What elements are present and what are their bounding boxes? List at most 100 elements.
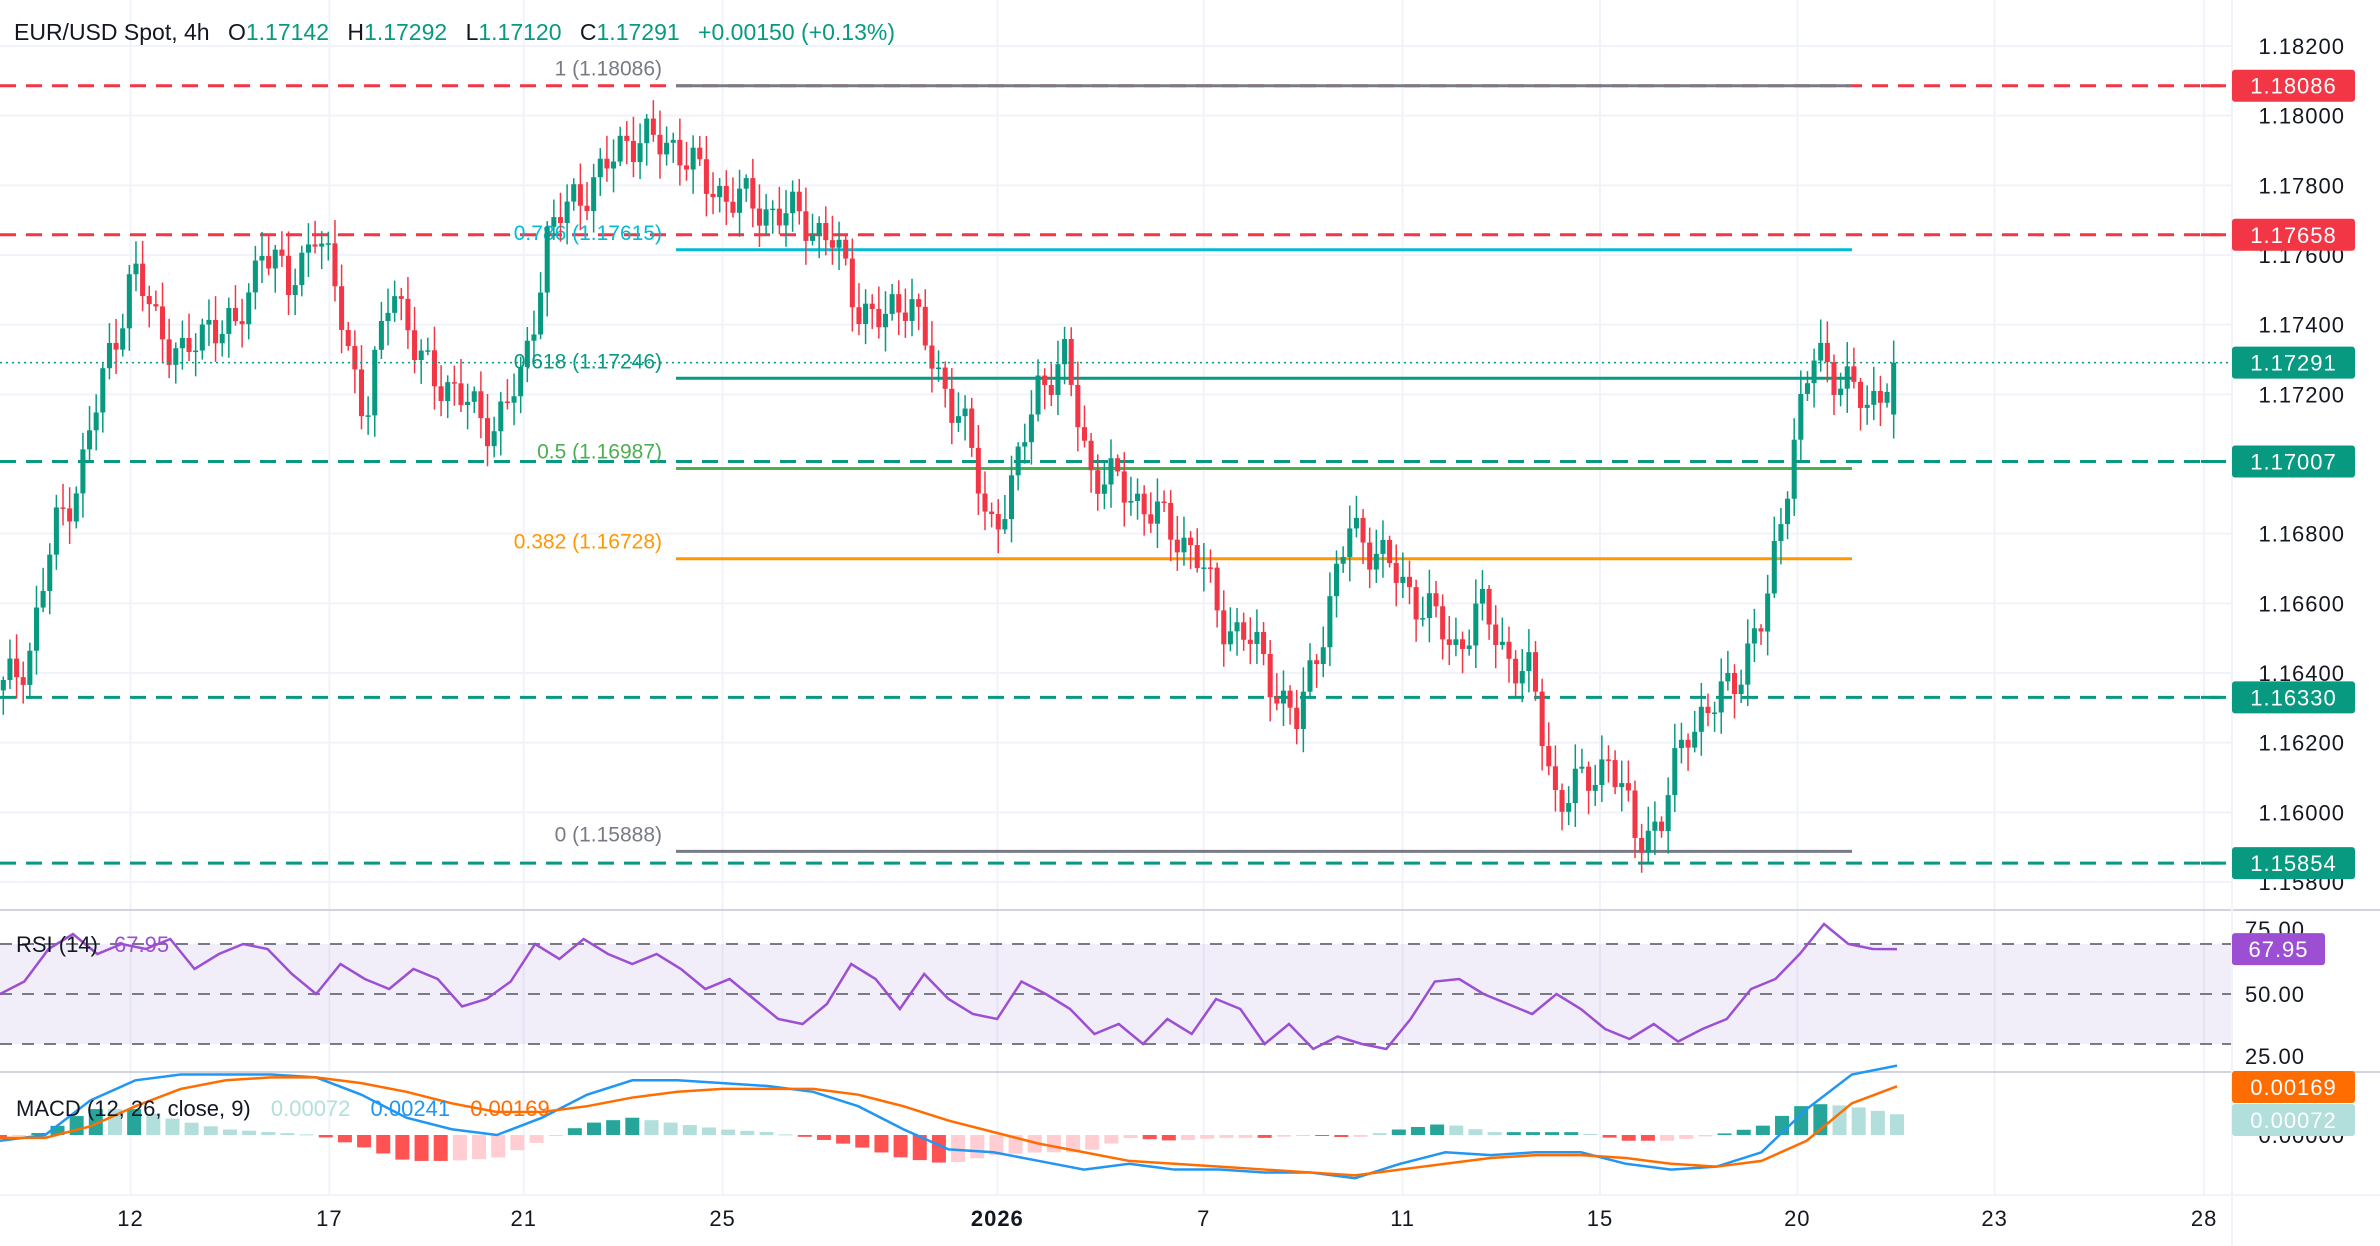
candle-up <box>1227 631 1233 645</box>
candle-up <box>1035 375 1041 415</box>
price-tick-label: 1.16600 <box>2258 591 2345 616</box>
candle-down <box>1413 587 1419 620</box>
candle-up <box>272 249 278 269</box>
candle-up <box>1181 537 1187 553</box>
macd-line <box>0 1064 1898 1180</box>
candle-up <box>226 307 232 334</box>
time-axis[interactable]: 12 17 21 25 2026 7 11 15 20 23 28 <box>0 1194 2380 1231</box>
time-tick-label: 25 <box>709 1206 735 1231</box>
rsi-legend[interactable]: RSI (14) 67.95 <box>16 932 169 957</box>
candle-down <box>975 447 981 494</box>
macd-histogram-bar <box>1391 1129 1406 1135</box>
histogram-value-badge: 0.00072 <box>2250 1108 2337 1133</box>
candle-down <box>730 201 736 213</box>
candle-down <box>140 263 146 297</box>
candle-up <box>33 607 40 651</box>
macd-histogram-bar <box>1046 1135 1061 1153</box>
candle-up <box>836 239 842 248</box>
close-value: 1.17291 <box>597 19 680 45</box>
level-price-badge-bg <box>2232 218 2355 251</box>
candle-up <box>551 217 557 227</box>
candle-down <box>1513 658 1519 684</box>
fib-level-label: 1 (1.18086) <box>555 58 662 81</box>
macd-histogram-bar <box>31 1132 46 1135</box>
candle-up <box>53 507 59 555</box>
fibonacci-retracement[interactable]: 1 (1.18086) 0.786 (1.17615) 0.618 (1.17246… <box>514 58 1852 853</box>
candle-up <box>531 334 537 341</box>
candle-down <box>1625 783 1631 791</box>
candle-up <box>259 256 265 261</box>
candle-up <box>1340 557 1346 564</box>
signal-line <box>0 1076 1898 1177</box>
candle-up <box>1307 660 1313 692</box>
candle-up <box>1062 339 1068 365</box>
time-tick-label: 23 <box>1981 1206 2007 1231</box>
candle-up <box>1347 528 1353 558</box>
candle-up <box>1751 628 1757 644</box>
candle-up <box>193 350 199 353</box>
candle-up <box>120 328 126 350</box>
macd-histogram-bar <box>816 1135 831 1140</box>
candle-down <box>312 244 318 247</box>
candle-up <box>1844 366 1850 389</box>
macd-histogram-bar <box>1181 1135 1196 1140</box>
candle-down <box>584 205 590 212</box>
macd-histogram-bar <box>682 1125 697 1135</box>
macd-histogram-bar <box>1660 1135 1675 1141</box>
candle-up <box>1645 830 1651 853</box>
candle-down <box>1287 690 1293 708</box>
candle-up <box>106 343 112 369</box>
candle-up <box>87 430 93 450</box>
candle-down <box>1831 362 1837 396</box>
macd-histogram-bar <box>318 1135 333 1138</box>
candle-down <box>557 217 563 223</box>
horizontal-levels[interactable] <box>0 84 2232 865</box>
candle-up <box>1526 652 1532 672</box>
candle-up <box>1672 748 1678 796</box>
candle-up <box>1108 458 1114 485</box>
candle-down <box>949 388 955 423</box>
macd-histogram-bar <box>1545 1132 1560 1135</box>
macd-histogram-bar <box>1430 1124 1445 1135</box>
macd-histogram-bar <box>1640 1135 1655 1141</box>
candle-down <box>1486 588 1492 625</box>
fib-level-label: 0.382 (1.16728) <box>514 531 662 554</box>
candle-down <box>1446 639 1452 645</box>
price-tick-label: 1.17200 <box>2258 382 2345 407</box>
macd-histogram-bar <box>836 1135 851 1144</box>
candle-up <box>1692 731 1698 748</box>
candle-down <box>166 339 172 365</box>
macd-histogram-bar <box>625 1117 640 1135</box>
candle-down <box>339 286 345 330</box>
candle-down <box>657 134 663 155</box>
candle-down <box>412 330 418 361</box>
candle-up <box>1572 768 1578 804</box>
candle-down <box>1068 339 1074 385</box>
candle-up <box>1771 541 1777 594</box>
macd-histogram-bar <box>529 1135 544 1143</box>
macd-histogram-bar <box>567 1128 582 1135</box>
candle-up <box>425 350 431 352</box>
macd-histogram-bar <box>1679 1135 1694 1139</box>
time-tick-label: 21 <box>510 1206 536 1231</box>
price-axis[interactable]: 1.182001.180001.178001.176001.174001.172… <box>2231 0 2355 1246</box>
candle-up <box>538 292 544 335</box>
candle-up <box>670 139 676 143</box>
candle-down <box>504 401 510 403</box>
macd-legend[interactable]: MACD (12, 26, close, 9) 0.00072 0.00241 … <box>16 1096 550 1121</box>
macd-histogram-bar <box>989 1135 1004 1155</box>
candle-down <box>1393 563 1399 583</box>
candle-up <box>40 590 46 608</box>
candle-up <box>790 191 796 214</box>
candle-up <box>1599 759 1605 785</box>
candle-down <box>1081 427 1087 441</box>
price-tick-label: 1.16800 <box>2258 522 2345 547</box>
candle-down <box>352 345 358 370</box>
macd-histogram-bar <box>1238 1135 1253 1138</box>
candle-up <box>445 382 451 402</box>
candle-down <box>213 319 219 344</box>
candle-up <box>637 143 643 163</box>
change-value: +0.00150 (+0.13%) <box>698 19 895 45</box>
candle-down <box>478 391 484 419</box>
